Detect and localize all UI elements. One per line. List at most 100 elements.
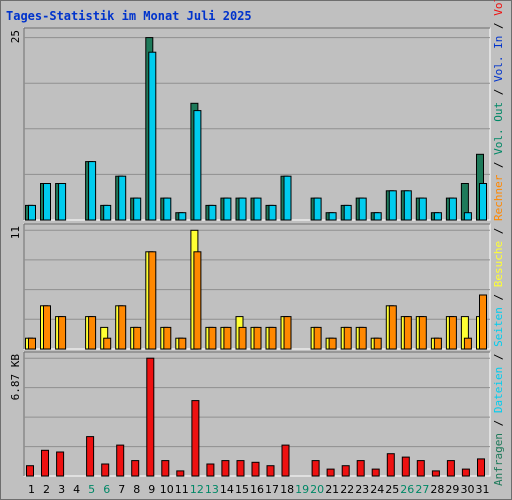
bar-volumen-day-29 [446,460,455,477]
bar-dateien-day-24 [373,212,382,221]
bar-rechner-day-9 [148,251,157,350]
bar-dateien-day-18 [283,175,292,221]
bar-volumen-day-3 [56,451,65,477]
panels: 25 11 6.87 KB [9,27,491,477]
bar-rechner-day-2 [43,305,51,350]
x-tick-label: 9 [148,483,155,496]
bar-rechner-day-20 [313,326,322,350]
bar-dateien-day-30 [463,212,472,221]
legend-item-anfragen: Anfragen [492,433,505,486]
bar-dateien-day-28 [433,212,442,221]
bar-volumen-day-13 [206,463,215,477]
bar-dateien-day-12 [193,110,202,221]
x-tick-label: 7 [118,483,125,496]
legend-separator: / [492,287,505,307]
legend-item-seiten: Seiten [492,307,505,347]
panel-3: 6.87 KB [9,351,491,477]
bar-rechner-day-17 [268,326,277,350]
x-tick-label: 11 [175,483,189,496]
bar-dateien-day-11 [178,212,187,221]
bar-rechner-day-26 [403,316,412,350]
bar-rechner-day-6 [103,337,112,350]
bar-dateien-day-8 [133,197,142,221]
bar-rechner-day-25 [388,305,397,350]
bar-rechner-day-11 [178,337,187,350]
legend-item-besuche: Besuche [492,241,505,287]
legend-separator: / [492,347,505,367]
bar-volumen-day-7 [116,444,125,477]
bar-volumen-day-31 [477,458,485,477]
bar-volumen-day-27 [416,460,425,477]
x-tick-label: 15 [235,483,249,496]
x-tick-label: 23 [355,483,369,496]
bar-rechner-day-24 [373,337,382,350]
x-tick-label: 30 [461,483,475,496]
legend-item-vol-in: Vol. In [492,36,505,82]
bar-dateien-day-31 [479,183,487,221]
x-tick-label: 10 [160,483,174,496]
bar-rechner-day-13 [208,326,217,350]
legend: Anfragen / Dateien / Seiten / Besuche / … [492,0,505,486]
bar-volumen-day-11 [176,470,185,477]
bar-rechner-day-22 [343,326,352,350]
bar-volumen-day-20 [311,460,320,477]
x-tick-label: 14 [220,483,234,496]
x-tick-label: 17 [265,483,279,496]
x-tick-label: 2 [43,483,50,496]
bar-rechner-day-7 [118,305,127,350]
y-max-label: 11 [9,226,22,239]
bar-dateien-day-3 [58,183,67,221]
bar-dateien-day-13 [208,204,217,221]
y-max-label: 25 [9,30,22,43]
bar-dateien-day-25 [388,190,397,221]
bar-dateien-day-17 [268,204,277,221]
x-axis-labels: 1 2 3 4 5 6 7 8 9 10 11 12 13 14 15 16 17 18 19 20 21 22 23 24 2… [28,483,490,496]
x-tick-label: 24 [370,483,384,496]
legend-separator: / [492,82,505,102]
x-tick-label: 25 [385,483,399,496]
bar-rechner-day-10 [163,326,172,350]
x-tick-label: 1 [28,483,35,496]
bar-rechner-day-29 [448,316,457,350]
bar-rechner-day-30 [463,337,472,350]
bar-dateien-day-9 [148,51,157,221]
bar-volumen-day-16 [251,461,260,477]
bar-dateien-day-15 [238,197,247,221]
panel-2: 11 [9,223,491,350]
legend-separator: / [492,221,505,241]
bar-dateien-day-23 [358,197,367,221]
bar-dateien-day-22 [343,204,352,221]
bar-dateien-day-29 [448,197,457,221]
bar-volumen-day-30 [461,468,470,477]
x-tick-label: 18 [280,483,294,496]
x-tick-label: 28 [430,483,444,496]
bar-rechner-day-21 [328,337,337,350]
bar-rechner-day-3 [58,316,67,350]
legend-separator: / [492,16,505,36]
x-tick-label: 29 [445,483,459,496]
bar-volumen-day-5 [86,436,95,477]
x-tick-label: 13 [205,483,219,496]
bar-volumen-day-17 [266,465,275,477]
bar-dateien-day-10 [163,197,172,221]
x-tick-label: 5 [88,483,95,496]
x-tick-label: 6 [103,483,110,496]
bar-rechner-day-31 [479,294,487,350]
bar-rechner-day-1 [28,337,36,350]
bar-volumen-day-23 [356,460,365,477]
bar-volumen-day-26 [401,456,410,477]
x-tick-label: 16 [250,483,264,496]
bar-dateien-day-27 [418,197,427,221]
bar-rechner-day-14 [223,326,232,350]
bar-volumen-day-28 [431,470,440,477]
bar-volumen-day-15 [236,460,245,477]
bar-volumen-day-9 [146,357,155,477]
legend-item-volumen: Volumen [492,0,505,16]
chart-title: Tages-Statistik im Monat Juli 2025 [6,9,252,23]
bar-dateien-day-6 [103,204,112,221]
x-tick-label: 26 [400,483,414,496]
x-tick-label: 31 [476,483,490,496]
bar-volumen-day-1 [26,465,34,477]
